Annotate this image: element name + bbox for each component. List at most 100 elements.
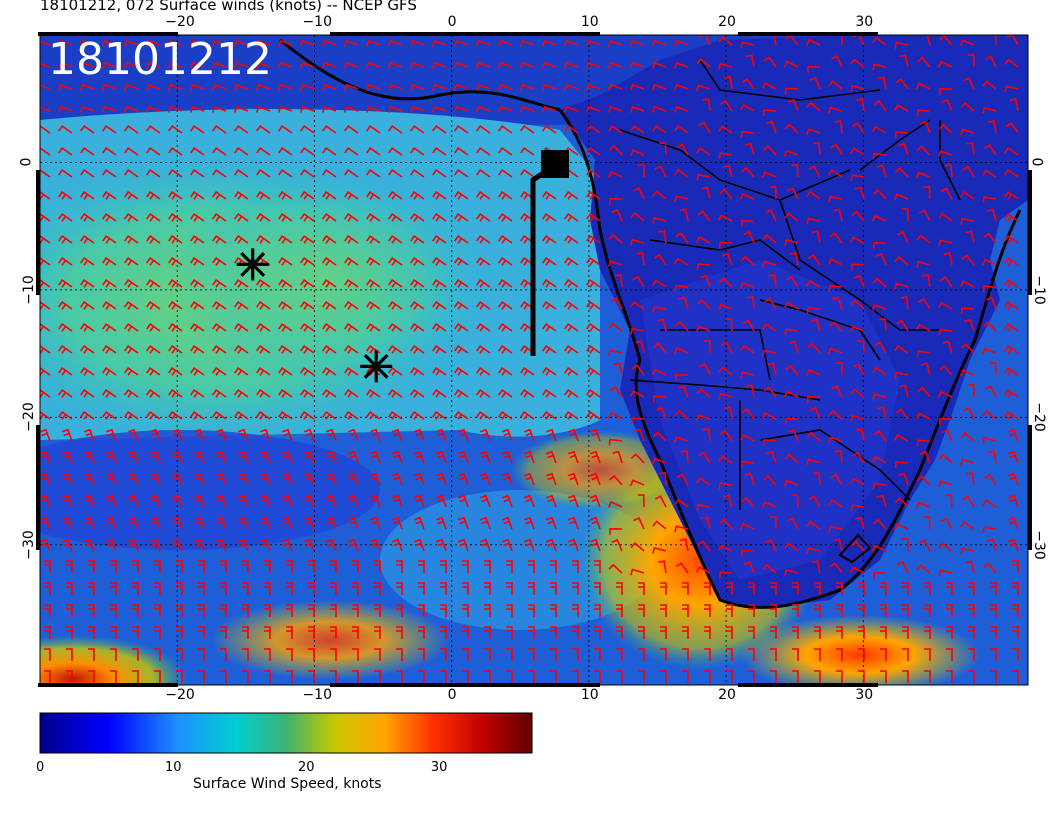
wind-barb [894, 167, 909, 178]
wind-barb [783, 479, 799, 487]
wind-barb [633, 187, 645, 200]
wind-barb [850, 299, 865, 310]
date-stamp: 18101212 [48, 34, 272, 85]
wind-barb [102, 323, 117, 332]
wind-barb [347, 428, 359, 442]
wind-barb [876, 164, 887, 178]
wind-barb [523, 538, 535, 552]
wind-barb [880, 648, 887, 661]
wind-barb [854, 186, 865, 200]
wind-barb [1012, 626, 1019, 639]
wind-barb [982, 80, 997, 90]
wind-barb [761, 501, 777, 509]
wind-barb [190, 411, 205, 420]
wind-barb [880, 670, 887, 683]
wind-barb [762, 260, 777, 268]
wind-barb [609, 386, 623, 398]
wind-barb [343, 83, 359, 91]
wind-barb [325, 538, 337, 552]
wind-barb [212, 257, 227, 266]
wind-barb [40, 450, 51, 464]
wind-barb [808, 165, 821, 178]
wind-barb [498, 367, 513, 376]
wind-barb [432, 235, 447, 244]
wind-barb [831, 55, 843, 68]
wind-barb [915, 412, 931, 420]
wind-barb [520, 169, 535, 178]
wind-barb [124, 279, 139, 288]
wind-barb [396, 560, 403, 573]
wind-barb [872, 36, 887, 46]
wind-barb [704, 648, 711, 661]
wind-barb [322, 279, 337, 288]
wind-barb [637, 494, 645, 508]
wind-barb [968, 648, 975, 661]
wind-barb [432, 191, 447, 200]
wind-barb [785, 275, 799, 288]
wind-barb [300, 323, 315, 332]
wind-barb [264, 648, 271, 661]
wind-barb [830, 143, 843, 156]
wind-barb [476, 411, 491, 420]
wind-barb [454, 257, 469, 266]
wind-barb [717, 125, 733, 134]
wind-barb [83, 472, 95, 486]
wind-barb [899, 384, 909, 398]
wind-barb [901, 538, 909, 552]
wind-barb [476, 235, 491, 244]
wind-barb [787, 98, 799, 112]
wind-barb [741, 78, 755, 90]
wind-barb [612, 450, 623, 464]
wind-barb [812, 472, 821, 486]
wind-barb [168, 257, 183, 266]
wind-barb [784, 328, 799, 336]
wind-barb [854, 516, 865, 530]
wind-barb [792, 670, 799, 683]
wind-barb [281, 494, 293, 508]
wind-barb [871, 304, 887, 312]
wind-barb [431, 105, 447, 113]
wind-barb [80, 411, 95, 420]
wind-barb [696, 147, 711, 156]
wind-barb [1004, 301, 1019, 310]
wind-barb [278, 345, 293, 354]
wind-barb [586, 279, 601, 288]
wind-barb [1004, 411, 1019, 420]
wind-barb [344, 279, 359, 288]
wind-barb [418, 604, 425, 617]
wind-barb [652, 520, 667, 530]
wind-barb [828, 436, 843, 444]
wind-barb [278, 213, 293, 222]
wind-barb [745, 384, 755, 398]
wind-barb [40, 84, 51, 90]
wind-barb [651, 105, 667, 113]
wind-barb [940, 517, 953, 530]
wind-barb [921, 35, 931, 46]
wind-barb [322, 345, 337, 354]
storm-track [530, 150, 569, 356]
wind-barb [637, 164, 645, 178]
wind-barb [960, 307, 975, 315]
wind-barb [325, 516, 337, 530]
wind-barb [440, 670, 447, 683]
wind-barb [149, 472, 161, 486]
wind-barb [790, 252, 799, 266]
wind-barb [193, 516, 205, 530]
frame-ticks [36, 32, 1032, 687]
wind-barb [918, 209, 931, 222]
wind-barb [696, 84, 711, 92]
wind-barb [739, 433, 755, 442]
wind-barb [88, 560, 95, 573]
wind-barb [939, 417, 953, 425]
wind-barb [101, 83, 117, 91]
wind-barb [897, 561, 909, 574]
wind-barb [719, 99, 733, 112]
wind-barb [660, 582, 667, 595]
wind-barb [344, 389, 359, 398]
wind-barb [58, 323, 73, 332]
wind-barb [190, 213, 205, 222]
wind-barb [44, 670, 51, 683]
wind-barb [102, 147, 117, 156]
wind-barb [523, 516, 535, 530]
wind-barb [674, 498, 689, 508]
